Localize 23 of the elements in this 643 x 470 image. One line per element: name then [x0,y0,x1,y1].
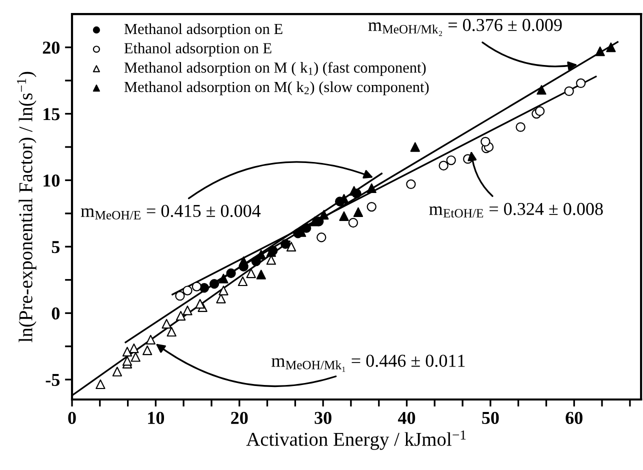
x-tick-label: 10 [148,412,164,424]
y-tick-label: 15 [44,108,60,120]
annotation: m$_{MeOH/Mk₁}$ = 0.446 ± 0.011 [272,354,465,372]
x-tick-label: 0 [68,412,76,424]
annotation: m$_{MeOH/E}$ = 0.415 ± 0.004 [80,204,261,220]
x-tick-label: 50 [482,412,499,424]
y-tick-label: 5 [52,241,60,254]
y-tick-label: 20 [42,42,60,54]
legend-label: Methanol adsorption on M ( k$_{1}$) (fast component) [124,62,426,76]
y-axis-title: ln(Pre-exponential Factor) / ln(s$^{−1}$) [16,72,36,342]
annotation: m$_{MeOH/Mk₂}$ = 0.376 ± 0.009 [368,18,562,36]
x-tick-label: 60 [566,412,582,424]
x-tick-label: 20 [231,412,248,424]
y-tick-label: 10 [44,174,60,187]
x-tick-label: 30 [314,412,332,424]
legend-label: Ethanol adsorption on E [124,42,272,57]
legend-label: Methanol adsorption on M( k$_{2}$) (slow component) [124,81,429,96]
x-axis-title: Activation Energy / kJmol$^{−1}$ [246,430,466,450]
legend-label: Methanol adsorption on E [124,23,282,38]
annotation: m$_{EtOH/E}$ = 0.324 ± 0.008 [429,202,603,218]
x-tick-label: 40 [398,412,416,424]
y-tick-label: -5 [46,374,60,386]
y-tick-label: 0 [52,307,60,320]
